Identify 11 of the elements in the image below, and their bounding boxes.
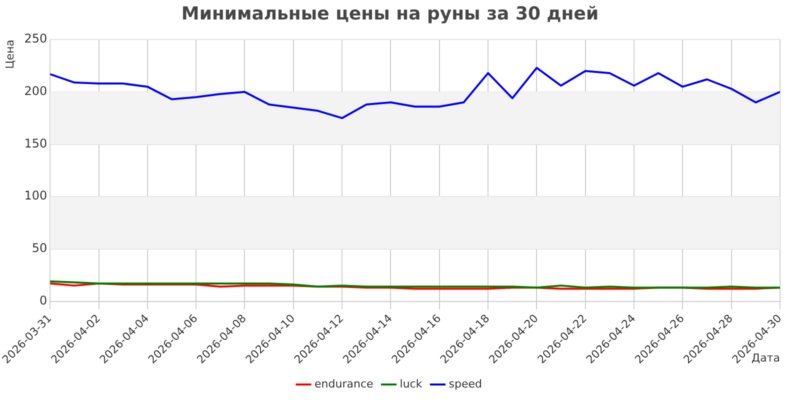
chart-title: Минимальные цены на руны за 30 дней [181,3,599,24]
y-tick-label: 50 [32,241,48,256]
y-axis-title: Цена [3,40,16,69]
legend-label: endurance [314,377,374,390]
legend-label: luck [400,377,423,390]
y-tick-label: 250 [24,32,48,46]
y-tick-label: 150 [24,136,48,150]
legend-label: speed [448,377,482,390]
y-tick-label: 200 [24,84,48,98]
y-tick-label: 0 [39,293,48,308]
y-tick-label: 100 [24,188,48,203]
